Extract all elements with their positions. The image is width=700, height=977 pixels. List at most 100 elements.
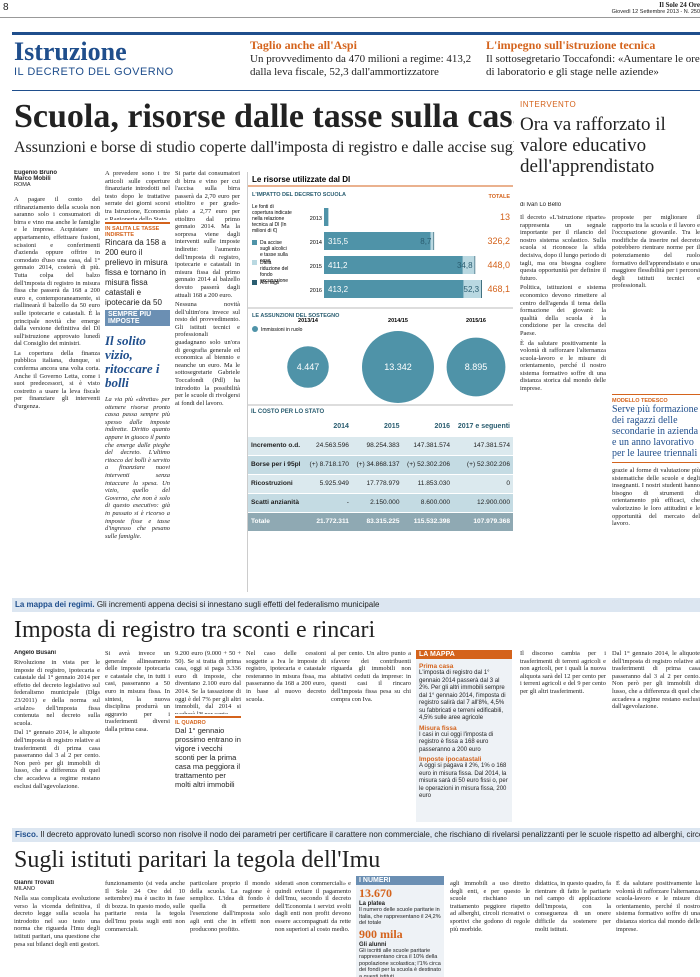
- total-label: 326,2: [487, 236, 510, 246]
- paragraph: proposte per migliorare il rapporto tra …: [612, 214, 700, 290]
- bar-label: 34,8: [457, 261, 473, 270]
- number-text: Gli iscritti alle scuole paritarie rappr…: [359, 947, 441, 977]
- legend-swatch: [252, 280, 257, 285]
- header-cell: 2016: [402, 417, 454, 437]
- year-label: 2013/14: [298, 318, 319, 324]
- table-cell: Ricostruzioni: [248, 474, 306, 494]
- headline: Sugli istituti paritari la tegola dell'I…: [14, 847, 381, 873]
- paragraph: Dal 1° gennaio 2014, le aliquote dell'im…: [612, 650, 700, 711]
- bubble-label: 4.447: [297, 362, 320, 372]
- bar-segment: [463, 280, 482, 298]
- teaser-text: Un provvedimento da 470 milioni a regime…: [250, 53, 472, 78]
- rule: [12, 32, 700, 35]
- column: Si avrà invece un generale allineamento …: [105, 650, 170, 822]
- teaser-title: L'impegno sull'istruzione tecnica: [486, 38, 656, 52]
- box-text: La via più «diretta» per ottenere risors…: [105, 396, 170, 540]
- teaser-text: Il sottosegretario Toccafondi: «Aumentar…: [486, 53, 700, 78]
- table-row: Totale 21.772.311 83.315.225 115.532.398 107…: [248, 512, 513, 532]
- table-cell: 11.853.030: [402, 474, 454, 494]
- table-cell: 98.254.383: [351, 436, 403, 456]
- table-row: Borse per i 95pl (+) 8.718.170 (+) 34.868.…: [248, 455, 513, 475]
- paragraph: funzionamento (si veda anche Il Sole 24 …: [105, 880, 185, 933]
- map-label: LA MAPPA: [416, 650, 512, 659]
- column: siderati «non commerciali» e quindi evit…: [275, 880, 351, 977]
- bubble: [446, 337, 506, 397]
- bar-label: 315,5: [328, 237, 349, 246]
- bar-segment: [324, 232, 431, 250]
- paragraph: Nella sua complicata evoluzione verso la…: [14, 895, 100, 948]
- sidebar: IN SALITA LE TASSE INDIRETTE Rincara da …: [105, 222, 170, 317]
- paragraph: al per cento. Un altro punto a sfavore d…: [331, 650, 411, 703]
- column: proposte per migliorare il rapporto tra …: [612, 214, 700, 592]
- paragraph: didattica, in questo quadro, fa rientrar…: [535, 880, 611, 933]
- map-item-text: L'imposta di registro dal 1° gennaio 201…: [419, 670, 506, 721]
- bar-label: 413,2: [328, 285, 349, 294]
- map-box: LA MAPPA Prima casa L'imposta di registro…: [416, 650, 512, 822]
- column: Si parte dai consumatori di birra e vino…: [175, 170, 240, 590]
- year-label: 2013: [310, 216, 322, 222]
- paragraph: A prevedere sono i tre articoli sulle co…: [105, 170, 170, 220]
- opinion-box-text: Serve più formazione dei ragazzi delle s…: [612, 404, 699, 459]
- inset-text: Dal 1° gennaio prossimo entrano in vigor…: [175, 726, 241, 789]
- section-title: Istruzione: [14, 38, 127, 66]
- paragraph: Dal 1° gennaio 2014, le aliquote dell'im…: [14, 729, 100, 790]
- legend-swatch: [252, 326, 258, 332]
- table-cell: 107.979.368: [453, 512, 513, 532]
- bar-segment: [481, 280, 482, 298]
- header-cell: 2015: [351, 417, 403, 437]
- column: Il decreto «L'istruzione riparte» rappre…: [520, 214, 606, 592]
- header-cell: [248, 417, 306, 437]
- table-cell: 12.900.000: [453, 493, 513, 513]
- bar-label: 52,3: [464, 285, 480, 294]
- column: Eugenio Bruno Marco Mobili ROMA A pagare…: [14, 170, 100, 590]
- band-title: Fisco.: [15, 830, 39, 839]
- map-item-title: Misura fissa: [419, 724, 457, 732]
- table-cell: (+) 34.868.137: [351, 455, 403, 475]
- table-cell: Scatti anzianità: [248, 493, 306, 513]
- opinion-box-label: MODELLO TEDESCO: [612, 398, 668, 404]
- bubble-label: 8.895: [465, 362, 488, 372]
- column: È da salutare positivamente la volontà d…: [616, 880, 700, 977]
- bar-segment: [433, 232, 435, 250]
- place: MILANO: [14, 886, 36, 892]
- paragraph: siderati «non commerciali» e quindi evit…: [275, 880, 351, 933]
- table-cell: (+) 8.718.170: [305, 455, 352, 475]
- opinion-author: di Ivan Lo Bello: [520, 202, 562, 208]
- bubble: [362, 331, 434, 403]
- legend-swatch: [252, 240, 257, 245]
- section-title: L'IMPATTO DEL DECRETO SCUOLA: [252, 192, 346, 198]
- opinion-headline: Ora va rafforzato il valore educativo de…: [520, 114, 666, 177]
- column: Dal 1° gennaio 2014, le aliquote dell'im…: [612, 650, 700, 822]
- bar-segment: [324, 256, 463, 274]
- number-value: 900 mila: [359, 926, 403, 941]
- column: Angelo Busani Rivoluzione in vista per l…: [14, 650, 100, 822]
- paragraph: Rivoluzione in vista per le imposte di r…: [14, 659, 100, 727]
- column: agli immobili a uso diretto degli enti, …: [450, 880, 530, 977]
- inset: IL QUADRO Dal 1° gennaio prossimo entran…: [175, 716, 241, 789]
- band-title: La mappa dei regimi.: [15, 600, 95, 609]
- band-text: Gli incrementi appena decisi si innestan…: [96, 600, 380, 609]
- table-cell: -: [305, 493, 352, 513]
- bar-segment: [324, 280, 464, 298]
- table-cell: 147.381.574: [402, 436, 454, 456]
- map-item-title: Imposte ipocatastali: [419, 756, 482, 763]
- chart-panel: Le risorse utilizzate dal Dl L'IMPATTO DE…: [247, 172, 513, 592]
- paragraph: È da salutare positivamente la volontà d…: [520, 339, 606, 393]
- table-cell: 5.925.949: [305, 474, 352, 494]
- total-label: 448,0: [487, 260, 510, 270]
- subhead: Assunzioni e borse di studio coperte dal…: [14, 139, 514, 156]
- section-kicker: IL DECRETO DEL GOVERNO: [14, 66, 174, 78]
- box-label: SEMPRE PIÙ IMPOSTE: [105, 310, 170, 326]
- paragraph: grazie al forme di valutazione più siste…: [612, 467, 700, 528]
- paper-name: Il Sole 24 Ore: [659, 1, 700, 9]
- table-row: Ricostruzioni 5.925.949 17.778.979 11.853.0…: [248, 474, 513, 494]
- year-label: 2015: [310, 264, 322, 270]
- column: Nel caso delle cessioni soggette a Iva l…: [246, 650, 326, 822]
- paragraph: La copertura della finanza pubblica ital…: [14, 349, 100, 411]
- paragraph: Nessuna novità dell'ultim'ora invece sul…: [175, 301, 240, 407]
- inset-label: IL QUADRO: [175, 720, 206, 726]
- legend-note: Le fonti di copertura indicate nella relaz…: [252, 204, 292, 234]
- band: La mappa dei regimi. Gli incrementi appe…: [12, 598, 700, 612]
- paragraph: Il decreto «L'istruzione riparte» rappre…: [520, 214, 606, 282]
- table-cell: 8.600.000: [402, 493, 454, 513]
